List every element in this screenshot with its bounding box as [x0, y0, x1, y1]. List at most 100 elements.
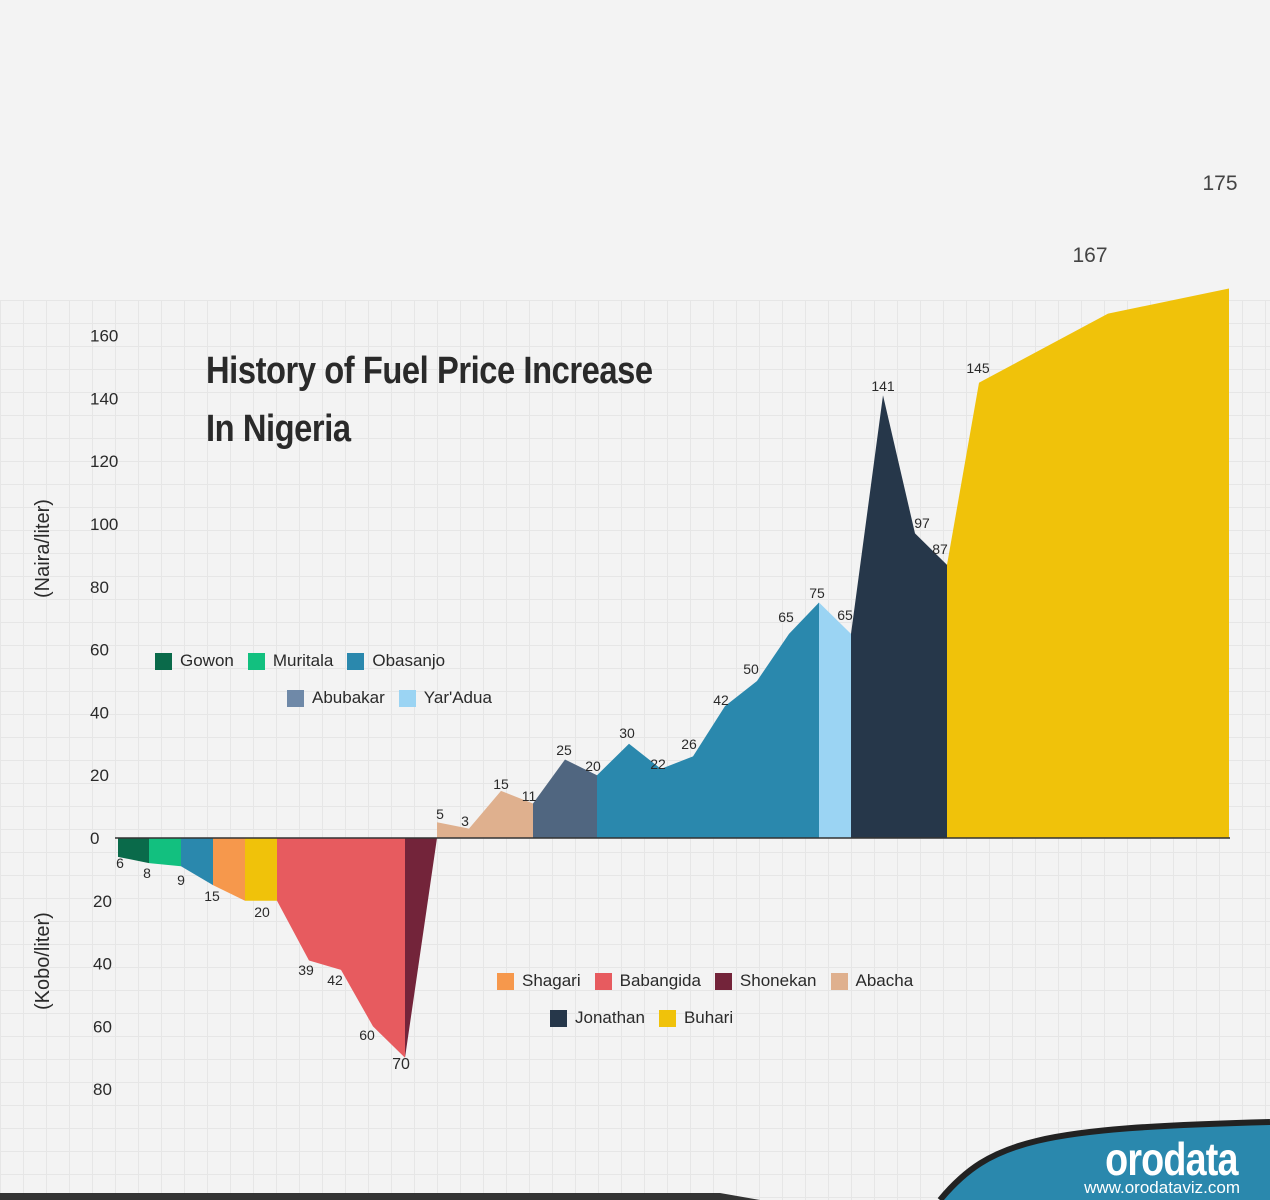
- legend-swatch: [247, 652, 265, 670]
- legend-label: Babangida: [619, 971, 701, 990]
- data-label: 26: [681, 736, 697, 752]
- y-tick-label: 120: [90, 452, 118, 471]
- legend-label: Abacha: [855, 971, 914, 990]
- data-label: 5: [436, 806, 444, 822]
- legend-label: Gowon: [180, 651, 234, 670]
- data-label: 42: [713, 692, 729, 708]
- data-label: 9: [177, 872, 185, 888]
- legend-item-abubakar: Abubakar: [287, 688, 385, 708]
- legend-swatch: [398, 689, 416, 707]
- legend-top-row-1: Gowon Muritala Obasanjo: [155, 651, 445, 671]
- area-segment-gowon: [118, 838, 149, 864]
- y-tick-label: 40: [90, 703, 109, 722]
- data-label: 15: [204, 888, 220, 904]
- legend-label: Shagari: [522, 971, 581, 990]
- data-label: 65: [778, 609, 794, 625]
- data-label: 6: [116, 855, 124, 871]
- legend-top-row-2: Abubakar Yar'Adua: [287, 688, 492, 708]
- legend-item-jonathan: Jonathan: [550, 1008, 645, 1028]
- legend-item-shonekan: Shonekan: [714, 971, 817, 991]
- data-label: 167: [1072, 244, 1107, 267]
- legend-item-obasanjo: Obasanjo: [347, 651, 445, 671]
- area-segment-yaradua: [819, 602, 851, 838]
- data-label: 60: [359, 1027, 375, 1043]
- legend-swatch: [594, 972, 612, 990]
- area-segment-buhari: [245, 838, 277, 901]
- lower-axis-title: (Kobo/liter): [32, 912, 54, 1010]
- legend-swatch: [830, 972, 848, 990]
- legend-item-babangida: Babangida: [594, 971, 701, 991]
- area-segment-obasanjo: [597, 602, 819, 838]
- data-label: 65: [837, 607, 853, 623]
- data-label: 22: [650, 756, 666, 772]
- legend-label: Obasanjo: [372, 651, 446, 670]
- data-label: 11: [522, 788, 537, 804]
- y-tick-label-kobo: 60: [93, 1017, 112, 1036]
- legend-item-yaradua: Yar'Adua: [398, 688, 492, 708]
- legend-item-shagari: Shagari: [497, 971, 581, 991]
- y-tick-label-kobo: 80: [93, 1080, 112, 1099]
- data-label: 20: [585, 758, 601, 774]
- data-label: 15: [493, 776, 509, 792]
- y-tick-label: 60: [90, 641, 109, 660]
- legend-label: Shonekan: [739, 971, 817, 990]
- upper-axis-title: (Naira/liter): [32, 499, 54, 598]
- area-segment-babangida: [277, 838, 405, 1058]
- legend-label: Yar'Adua: [423, 688, 492, 707]
- data-label: 20: [254, 904, 270, 920]
- area-segment-shonekan: [405, 838, 437, 1058]
- legend-label: Muritala: [272, 651, 334, 670]
- legend-swatch: [550, 1009, 567, 1027]
- brand-logo: orodata: [1105, 1133, 1238, 1185]
- area-segment-jonathan: [851, 395, 947, 838]
- legend-item-abacha: Abacha: [830, 971, 914, 991]
- y-tick-label: 160: [90, 327, 118, 346]
- legend-item-gowon: Gowon: [155, 651, 234, 671]
- data-label: 50: [743, 661, 759, 677]
- data-label: 30: [619, 725, 635, 741]
- data-label: 42: [327, 972, 343, 988]
- chart-title-line-2: In Nigeria: [206, 408, 351, 450]
- area-segment-muritala: [149, 838, 181, 867]
- chart-title: History of Fuel Price Increase In Nigeri…: [206, 342, 653, 458]
- area-segment-shagari: [213, 838, 245, 901]
- legend-bottom-row-1: Shagari Babangida Shonekan Abacha: [497, 971, 913, 991]
- data-label: 87: [932, 541, 948, 557]
- y-tick-label: 20: [90, 766, 109, 785]
- legend-swatch: [658, 1009, 676, 1027]
- y-tick-label-kobo: 40: [93, 955, 112, 974]
- legend-swatch: [497, 972, 514, 990]
- data-label: 39: [298, 962, 314, 978]
- legend-label: Abubakar: [312, 688, 385, 707]
- legend-swatch: [347, 652, 365, 670]
- data-label: 141: [871, 378, 895, 394]
- data-label: 75: [809, 585, 825, 601]
- y-tick-label-kobo: 20: [93, 892, 112, 911]
- brand-url: www.orodataviz.com: [1084, 1178, 1240, 1197]
- legend-swatch: [287, 689, 304, 707]
- legend-swatch: [155, 652, 172, 670]
- data-label: 97: [914, 515, 930, 531]
- area-segment-abacha: [437, 790, 533, 838]
- data-label: 25: [556, 742, 572, 758]
- data-label: 145: [966, 360, 990, 376]
- legend-item-buhari: Buhari: [658, 1008, 734, 1028]
- chart-title-line-1: History of Fuel Price Increase: [206, 350, 653, 392]
- data-label: 3: [461, 813, 469, 829]
- y-tick-label: 80: [90, 578, 109, 597]
- data-label: 70: [392, 1056, 410, 1073]
- legend-label: Buhari: [683, 1008, 734, 1027]
- area-segment-obasanjo: [181, 838, 213, 886]
- area-segment-abubakar: [533, 759, 597, 838]
- legend-swatch: [714, 972, 732, 990]
- legend-label: Jonathan: [575, 1008, 645, 1027]
- y-tick-label: 0: [90, 829, 99, 848]
- y-tick-label: 140: [90, 389, 118, 408]
- y-tick-label: 100: [90, 515, 118, 534]
- data-label: 8: [143, 865, 151, 881]
- area-segment-buhari: [947, 288, 1229, 838]
- data-label: 175: [1202, 172, 1237, 195]
- legend-bottom-row-2: Jonathan Buhari: [550, 1008, 733, 1028]
- legend-item-muritala: Muritala: [247, 651, 334, 671]
